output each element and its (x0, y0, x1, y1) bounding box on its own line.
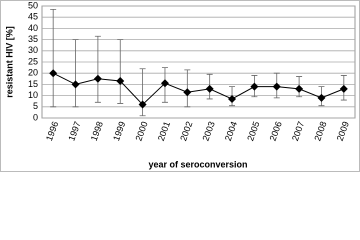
y-tick-label: 35 (28, 34, 38, 44)
data-point (116, 77, 125, 86)
y-tick-label: 25 (28, 56, 38, 66)
error-bar (50, 8, 57, 108)
y-tick-label: 15 (28, 79, 38, 89)
data-point (205, 84, 214, 93)
data-point (250, 82, 259, 91)
y-tick-label: 0 (33, 112, 38, 122)
y-axis-title: resistant HIV [%] (4, 26, 14, 98)
data-point (295, 84, 304, 93)
data-point (339, 84, 348, 93)
data-point (228, 94, 237, 103)
error-bar (117, 39, 124, 104)
error-bar (94, 35, 101, 103)
data-point (93, 74, 102, 83)
y-tick-label: 50 (28, 0, 38, 10)
x-axis-title: year of seroconversion (148, 159, 247, 169)
y-tick-label: 45 (28, 12, 38, 22)
y-tick-label: 30 (28, 45, 38, 55)
data-point (183, 88, 192, 97)
data-point (49, 69, 58, 78)
error-bar (72, 39, 79, 108)
chart: resistant HIV [%] year of seroconversion… (0, 0, 360, 172)
y-tick-label: 20 (28, 68, 38, 78)
data-point (138, 100, 147, 109)
data-point (160, 79, 169, 88)
y-tick-label: 40 (28, 23, 38, 33)
series-line (52, 72, 345, 106)
data-point (317, 93, 326, 102)
y-tick-label: 10 (28, 90, 38, 100)
y-tick-label: 5 (33, 101, 38, 111)
data-point (71, 80, 80, 89)
data-point (272, 82, 281, 91)
